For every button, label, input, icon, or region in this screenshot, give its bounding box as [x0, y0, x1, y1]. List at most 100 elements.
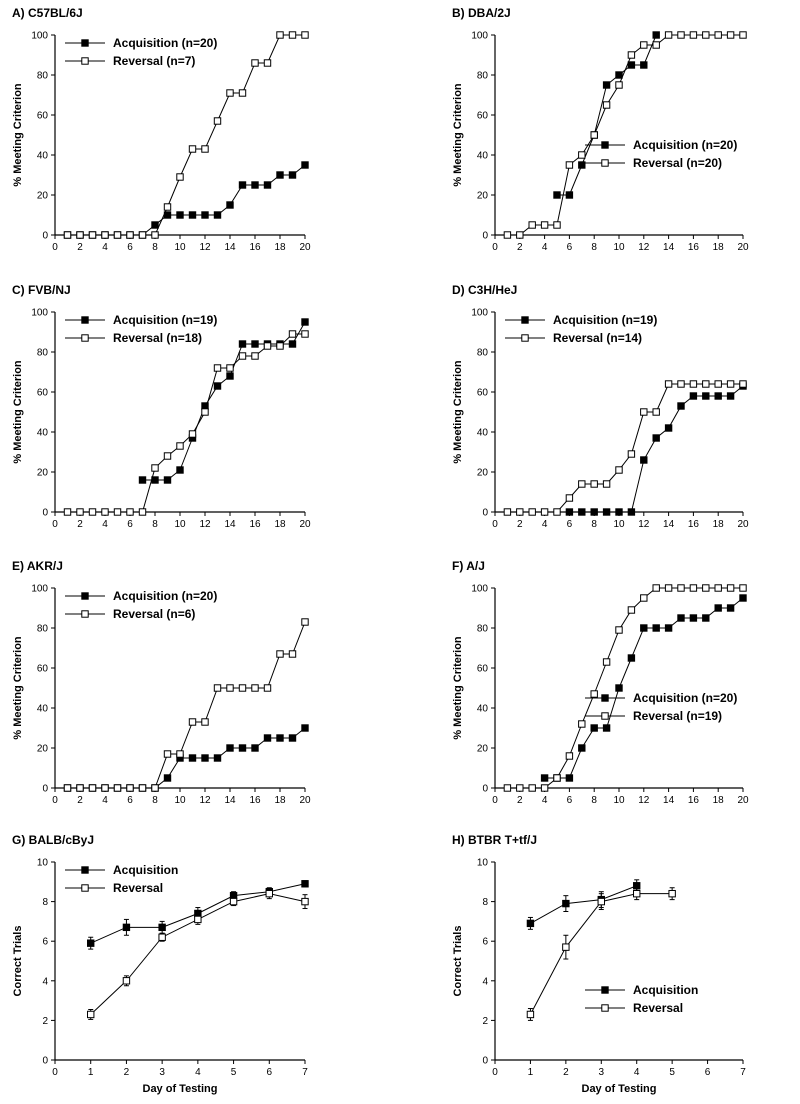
data-point [640, 456, 648, 464]
y-tick-label: 0 [42, 508, 48, 519]
legend: Acquisition Reversal [585, 983, 698, 1015]
data-point [88, 231, 97, 239]
data-point [565, 191, 574, 199]
y-tick-label: 0 [482, 508, 488, 519]
legend-marker [81, 866, 89, 874]
legend-marker [601, 141, 609, 149]
data-point [714, 584, 722, 592]
y-axis-label: Correct Trials [12, 926, 24, 997]
x-tick-label: 6 [127, 242, 133, 253]
y-axis-label: % Meeting Criterion [12, 360, 24, 464]
x-tick-label: 1 [528, 1067, 534, 1078]
y-tick-label: 40 [37, 151, 49, 162]
data-point [640, 41, 648, 49]
x-tick-label: 12 [199, 795, 211, 806]
legend-marker [81, 884, 89, 892]
data-point [726, 392, 735, 400]
data-point [101, 784, 109, 792]
x-tick-label: 7 [740, 1067, 746, 1078]
x-tick-label: 10 [613, 795, 625, 806]
data-point [702, 31, 710, 39]
data-point [138, 508, 147, 516]
y-tick-label: 6 [42, 937, 48, 948]
y-tick-label: 100 [31, 308, 48, 319]
data-point [213, 117, 222, 125]
x-tick-label: 0 [52, 1067, 58, 1078]
data-point [213, 211, 222, 219]
legend-marker [81, 334, 89, 342]
legend-label: Reversal (n=6) [113, 607, 195, 621]
x-tick-label: 5 [669, 1067, 675, 1078]
data-point [553, 774, 561, 782]
data-point [702, 392, 710, 400]
data-point [677, 31, 685, 39]
data-point [565, 774, 574, 782]
data-point [263, 342, 272, 350]
data-point [276, 650, 284, 658]
data-point [689, 380, 698, 388]
data-point [238, 744, 247, 752]
data-point [565, 508, 574, 516]
data-point [627, 654, 636, 662]
data-point [163, 452, 172, 460]
legend-label: Acquisition (n=19) [553, 313, 657, 327]
y-tick-label: 0 [482, 1056, 488, 1067]
y-axis-label: % Meeting Criterion [452, 83, 464, 187]
legend-label: Reversal [113, 881, 163, 895]
y-tick-label: 2 [42, 1016, 48, 1027]
y-tick-label: 100 [471, 308, 488, 319]
data-point [590, 724, 598, 732]
data-point [553, 221, 561, 229]
x-tick-label: 18 [274, 519, 286, 530]
x-tick-label: 20 [299, 795, 311, 806]
data-point [301, 897, 309, 906]
series-acquisition [526, 879, 641, 930]
y-tick-label: 60 [477, 111, 489, 122]
series-reversal [87, 888, 309, 1020]
legend-marker [601, 986, 609, 994]
data-point [640, 408, 648, 416]
series-reversal [526, 887, 676, 1021]
series-line [67, 333, 305, 513]
data-point [201, 211, 209, 219]
data-point [163, 774, 172, 782]
y-tick-label: 40 [37, 704, 49, 715]
data-point [263, 181, 272, 189]
data-point [251, 181, 259, 189]
y-tick-label: 80 [477, 624, 489, 635]
x-tick-label: 14 [224, 242, 236, 253]
data-point [213, 754, 222, 762]
data-point [265, 889, 273, 898]
data-point [176, 173, 184, 181]
y-tick-label: 0 [42, 1056, 48, 1067]
legend-label: Reversal [633, 1001, 683, 1015]
y-tick-label: 80 [37, 71, 49, 82]
y-tick-label: 80 [477, 348, 489, 359]
x-tick-label: 18 [274, 795, 286, 806]
data-point [226, 364, 234, 372]
x-tick-label: 4 [102, 242, 108, 253]
y-axis-label: % Meeting Criterion [12, 636, 24, 740]
data-point [602, 101, 611, 109]
x-tick-label: 0 [52, 242, 58, 253]
data-point [251, 352, 259, 360]
x-tick-label: 16 [249, 242, 261, 253]
data-point [88, 508, 97, 516]
x-tick-label: 20 [737, 795, 749, 806]
x-tick-label: 20 [299, 519, 311, 530]
data-point [652, 584, 660, 592]
data-point [188, 430, 197, 438]
data-point [288, 171, 297, 179]
data-point [101, 231, 109, 239]
data-point [503, 508, 512, 516]
panel-title: F) A/J [452, 559, 485, 573]
data-point [276, 171, 284, 179]
data-point [640, 624, 648, 632]
data-point [677, 402, 685, 410]
x-axis-label: Day of Testing [143, 1083, 218, 1095]
data-point [627, 61, 636, 69]
data-point [615, 508, 623, 516]
data-point [602, 480, 611, 488]
x-tick-label: 8 [152, 795, 158, 806]
x-tick-label: 16 [249, 519, 261, 530]
